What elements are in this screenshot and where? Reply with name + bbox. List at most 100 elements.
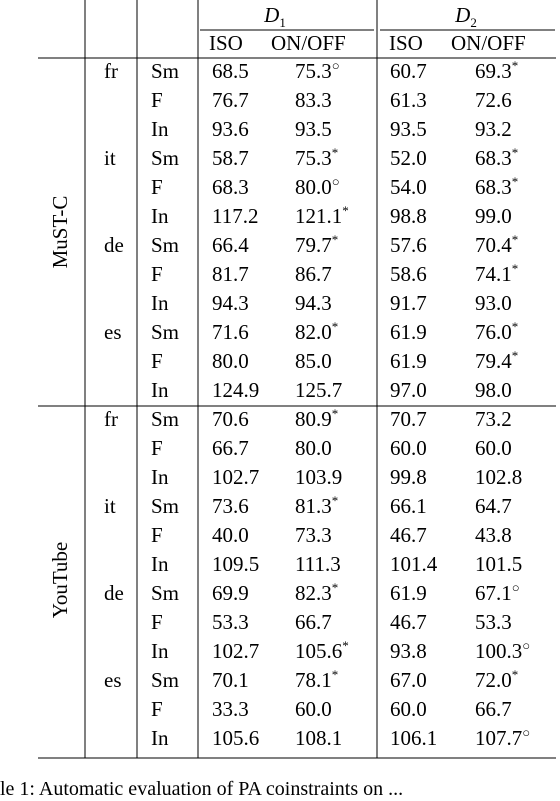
d1-onoff-cell: 94.3 [295, 291, 332, 315]
d1-iso-cell: 33.3 [212, 697, 249, 721]
d1-iso-cell: 81.7 [212, 262, 249, 286]
d1-onoff-cell: 81.3* [295, 493, 338, 518]
d1-onoff-cell: 125.7 [295, 378, 342, 402]
d2-iso-cell: 58.6 [390, 262, 427, 286]
d1-iso-cell: 105.6 [212, 726, 259, 750]
d1-onoff-cell: 105.6* [295, 638, 349, 663]
d2-iso-cell: 101.4 [390, 552, 438, 576]
type-cell: Sm [151, 59, 179, 83]
d1-iso-cell: 102.7 [212, 465, 259, 489]
d2-onoff-cell: 93.0 [475, 291, 512, 315]
d1-iso-cell: 69.9 [212, 581, 249, 605]
d2-iso-cell: 98.8 [390, 204, 427, 228]
type-cell: In [151, 726, 169, 750]
lang-cell: de [104, 581, 124, 605]
table-row: F 81.7 58.6 [151, 262, 427, 286]
header-d1: D1 [263, 3, 286, 30]
d1-iso-cell: 66.4 [212, 233, 249, 257]
table-row: F 53.3 46.7 [151, 610, 427, 634]
d1-onoff-cell: 121.1* [295, 203, 349, 228]
d2-iso-cell: 91.7 [390, 291, 427, 315]
d2-onoff-cell: 69.3* [475, 58, 518, 83]
type-cell: In [151, 552, 169, 576]
d1-onoff-cell: 73.3 [295, 523, 332, 547]
d2-onoff-cell: 43.8 [475, 523, 512, 547]
table-row: fr Sm 68.5 60.7 [104, 59, 427, 83]
d1-iso-cell: 80.0 [212, 349, 249, 373]
type-cell: F [151, 175, 163, 199]
type-cell: Sm [151, 320, 179, 344]
d2-iso-cell: 61.9 [390, 320, 427, 344]
table-row: In 102.7 93.8 [151, 639, 427, 663]
d1-iso-cell: 58.7 [212, 146, 249, 170]
d1-onoff-cell: 82.0* [295, 319, 338, 344]
table-row: F 66.7 60.0 [151, 436, 427, 460]
type-cell: F [151, 523, 163, 547]
d2-onoff-cell: 60.0 [475, 436, 512, 460]
d1-iso-cell: 93.6 [212, 117, 249, 141]
type-cell: In [151, 639, 169, 663]
d2-iso-cell: 66.1 [390, 494, 427, 518]
d1-iso-cell: 40.0 [212, 523, 249, 547]
d1-onoff-cell: 66.7 [295, 610, 332, 634]
d2-onoff-cell: 93.2 [475, 117, 512, 141]
d2-onoff-cell: 76.0* [475, 319, 518, 344]
d2-onoff-cell: 98.0 [475, 378, 512, 402]
d2-onoff-cell: 64.7 [475, 494, 512, 518]
d2-iso-cell: 97.0 [390, 378, 427, 402]
table-row: In 124.9 97.0 [151, 378, 427, 402]
d1-iso-cell: 76.7 [212, 88, 249, 112]
d1-onoff-cell: 79.7* [295, 232, 338, 257]
d2-onoff-cell: 72.6 [475, 88, 512, 112]
d1-iso-cell: 66.7 [212, 436, 249, 460]
table-row: es Sm 71.6 61.9 [104, 320, 427, 344]
table-row: In 117.2 98.8 [151, 204, 427, 228]
type-cell: Sm [151, 494, 179, 518]
d2-iso-cell: 61.3 [390, 88, 427, 112]
d2-iso-cell: 70.7 [390, 407, 427, 431]
d2-iso-cell: 54.0 [390, 175, 427, 199]
d1-onoff-cell: 103.9 [295, 465, 342, 489]
type-cell: Sm [151, 233, 179, 257]
type-cell: In [151, 465, 169, 489]
d1-iso-cell: 94.3 [212, 291, 249, 315]
d2-onoff-cell: 74.1* [475, 261, 518, 286]
d1-iso-cell: 109.5 [212, 552, 259, 576]
d2-onoff-cell: 53.3 [475, 610, 512, 634]
d1-onoff-cell: 60.0 [295, 697, 332, 721]
d1-iso-cell: 68.3 [212, 175, 249, 199]
d2-onoff-cell: 107.7○ [475, 725, 530, 750]
type-cell: Sm [151, 668, 179, 692]
lang-cell: es [104, 320, 122, 344]
table-row: F 33.3 60.0 [151, 697, 427, 721]
lang-cell: de [104, 233, 124, 257]
section-label: MuST-C [48, 196, 72, 269]
table-row: de Sm 69.9 61.9 [104, 581, 427, 605]
d1-iso-cell: 124.9 [212, 378, 259, 402]
d1-onoff-cell: 80.0○ [295, 174, 340, 199]
d1-onoff-cell: 108.1 [295, 726, 342, 750]
d1-iso-cell: 73.6 [212, 494, 249, 518]
type-cell: F [151, 697, 163, 721]
lang-cell: fr [104, 59, 118, 83]
lang-cell: it [104, 494, 116, 518]
d2-onoff-cell: 72.0* [475, 667, 518, 692]
d1-onoff-cell: 83.3 [295, 88, 332, 112]
d1-onoff-cell: 75.3* [295, 145, 338, 170]
header-d1-onoff: ON/OFF [271, 31, 346, 55]
type-cell: Sm [151, 581, 179, 605]
d2-iso-cell: 99.8 [390, 465, 427, 489]
d2-onoff-cell: 66.7 [475, 697, 512, 721]
table-row: de Sm 66.4 57.6 [104, 233, 427, 257]
d1-iso-cell: 70.1 [212, 668, 249, 692]
lang-cell: es [104, 668, 122, 692]
type-cell: F [151, 436, 163, 460]
table-row: fr Sm 70.6 70.7 [104, 407, 427, 431]
table-row: In 109.5 101.4 [151, 552, 438, 576]
d2-iso-cell: 57.6 [390, 233, 427, 257]
lang-cell: it [104, 146, 116, 170]
d1-onoff-cell: 75.3○ [295, 58, 340, 83]
header-d2-onoff: ON/OFF [451, 31, 526, 55]
d1-onoff-cell: 111.3 [295, 552, 341, 576]
